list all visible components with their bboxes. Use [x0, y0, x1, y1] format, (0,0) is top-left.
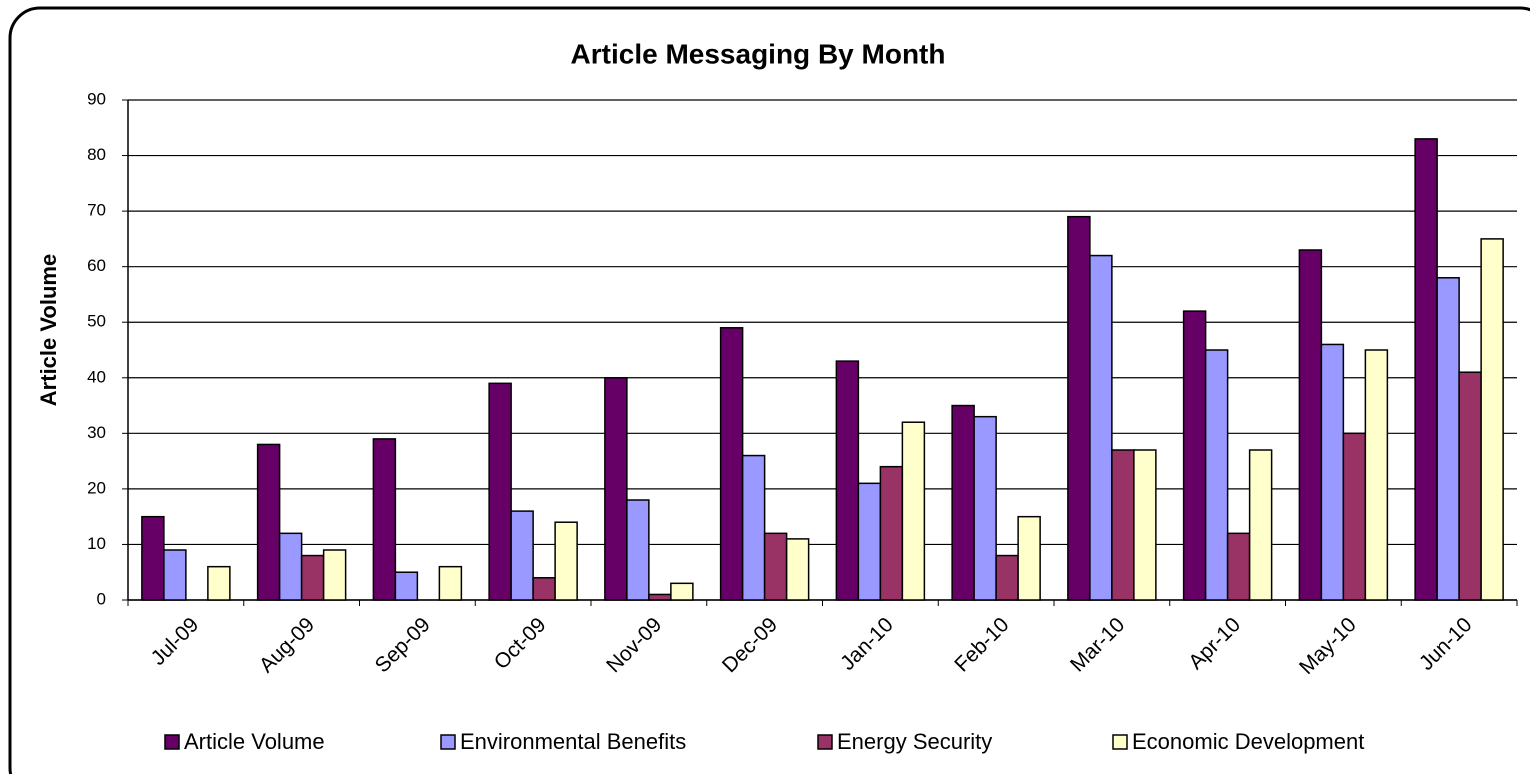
bar [604, 377, 628, 601]
bar [1182, 310, 1207, 601]
bar [1458, 371, 1482, 601]
bar [626, 499, 650, 601]
bar [510, 510, 534, 601]
bar [995, 554, 1019, 601]
chart-title: Article Messaging By Month [571, 38, 946, 69]
bar [719, 327, 744, 601]
bar [554, 521, 578, 601]
bar [141, 515, 165, 601]
bar [1089, 254, 1113, 601]
legend-label: Economic Development [1132, 729, 1364, 754]
y-tick-label: 0 [97, 589, 106, 608]
bar [163, 549, 187, 601]
y-tick-label: 10 [87, 534, 106, 553]
legend-swatch [440, 734, 456, 750]
bar [1133, 449, 1157, 601]
legend-label: Article Volume [184, 729, 325, 754]
bar [835, 360, 860, 601]
bar [1067, 215, 1091, 601]
bar [372, 438, 397, 601]
bar [1414, 138, 1438, 601]
bar [879, 465, 904, 601]
legend-label: Energy Security [837, 729, 992, 754]
y-tick-label: 90 [87, 89, 106, 108]
y-tick-label: 30 [87, 423, 106, 442]
y-tick-label: 40 [87, 367, 106, 386]
bar [973, 415, 997, 601]
bar [1320, 343, 1345, 601]
y-tick-label: 70 [87, 201, 106, 220]
legend-swatch [817, 734, 833, 750]
y-tick-label: 50 [87, 312, 106, 331]
bar [1248, 449, 1273, 601]
bar [648, 593, 672, 601]
bar [1298, 249, 1323, 601]
bar [488, 382, 512, 601]
bar [763, 532, 788, 601]
bar [394, 571, 419, 601]
bar [670, 582, 694, 601]
bar [1226, 532, 1251, 601]
legend-swatch [164, 734, 180, 750]
y-axis-label: Article Volume [36, 254, 61, 406]
y-tick-label: 80 [87, 145, 106, 164]
bar [1204, 349, 1229, 601]
legend-swatch [1112, 734, 1128, 750]
bar [300, 554, 325, 601]
bar [857, 482, 882, 601]
bar [438, 565, 463, 601]
bar [901, 421, 926, 601]
bar [1436, 277, 1460, 601]
bar [1017, 515, 1041, 601]
bar [532, 577, 556, 601]
bar [1342, 432, 1367, 601]
bar [785, 538, 810, 601]
bar [322, 549, 347, 601]
bar [1111, 449, 1135, 601]
bar [951, 404, 975, 601]
bar [741, 454, 766, 601]
bar [1364, 349, 1389, 601]
bar [278, 532, 303, 601]
y-tick-label: 60 [87, 256, 106, 275]
y-tick-label: 20 [87, 478, 106, 497]
bar [1480, 238, 1504, 601]
legend-label: Environmental Benefits [460, 729, 686, 754]
bar [207, 565, 231, 601]
bar [256, 443, 281, 601]
